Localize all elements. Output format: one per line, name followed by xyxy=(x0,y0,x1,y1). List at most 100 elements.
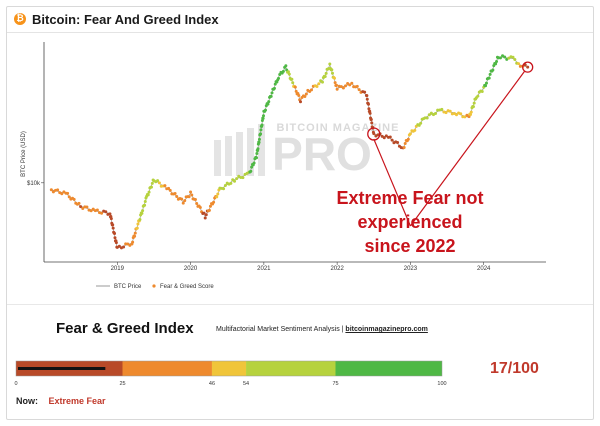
score-point xyxy=(91,207,95,211)
score-point xyxy=(350,81,354,85)
score-point xyxy=(141,209,145,213)
score-point xyxy=(495,60,499,63)
gauge-tick-label: 75 xyxy=(332,381,338,387)
score-point xyxy=(287,72,291,76)
score-point xyxy=(341,86,345,90)
score-point xyxy=(469,112,473,116)
score-point xyxy=(328,62,332,66)
score-point xyxy=(204,213,208,217)
gauge-band xyxy=(211,361,247,376)
now-value: Extreme Fear xyxy=(48,396,106,406)
legend-swatch-dot xyxy=(152,284,156,288)
score-point xyxy=(62,190,66,194)
score-point xyxy=(255,151,259,155)
callout-line xyxy=(409,70,526,227)
score-point xyxy=(448,109,452,113)
score-point xyxy=(281,69,285,73)
score-point xyxy=(332,76,336,80)
gauge-tick-label: 54 xyxy=(243,381,249,387)
score-point xyxy=(417,123,421,127)
score-point xyxy=(239,176,243,180)
score-point xyxy=(370,121,374,125)
score-point xyxy=(140,211,144,215)
score-point xyxy=(480,90,484,94)
score-point xyxy=(427,113,431,117)
score-point xyxy=(526,65,530,69)
score-point xyxy=(212,200,216,204)
score-point xyxy=(333,81,337,85)
legend-label: BTC Price xyxy=(114,284,142,290)
watermark-bar xyxy=(247,128,254,176)
score-point xyxy=(408,132,412,136)
score-point xyxy=(146,193,150,197)
score-point xyxy=(126,242,130,246)
score-point xyxy=(195,201,199,205)
score-point xyxy=(382,136,386,140)
score-point xyxy=(469,110,473,114)
score-point xyxy=(56,188,60,192)
score-point xyxy=(89,209,93,213)
score-point xyxy=(384,134,388,138)
legend-label: Fear & Greed Score xyxy=(160,284,214,290)
score-point xyxy=(303,94,307,98)
score-point xyxy=(111,226,115,230)
score-point xyxy=(488,72,492,76)
score-point xyxy=(157,181,161,185)
callout-line xyxy=(373,138,411,227)
score-point xyxy=(498,56,502,60)
score-point xyxy=(207,208,211,212)
score-point xyxy=(291,81,295,85)
score-point xyxy=(173,191,177,195)
score-point xyxy=(484,84,488,88)
score-point xyxy=(259,128,263,132)
score-point xyxy=(368,111,372,115)
score-point xyxy=(95,208,99,212)
score-point xyxy=(122,245,126,249)
score-point xyxy=(216,192,220,196)
score-point xyxy=(472,101,476,105)
score-point xyxy=(463,115,467,119)
score-point xyxy=(330,68,334,72)
score-point xyxy=(143,203,147,207)
annotation-line: experienced xyxy=(357,212,463,232)
score-point xyxy=(476,94,480,98)
chart-legend: BTC Price Fear & Greed Score xyxy=(96,284,214,290)
score-point xyxy=(419,121,423,125)
score-point xyxy=(459,112,463,116)
site-link[interactable]: bitcoinmagazinepro.com xyxy=(345,326,428,333)
score-point xyxy=(517,62,521,66)
score-point xyxy=(309,88,313,92)
callout xyxy=(367,61,534,227)
score-point xyxy=(487,76,491,80)
annotation-line: Extreme Fear not xyxy=(336,188,484,208)
header-divider xyxy=(7,32,593,33)
x-tick-label: 2021 xyxy=(257,266,271,272)
score-point xyxy=(317,82,321,86)
score-point xyxy=(100,211,104,215)
x-tick-label: 2023 xyxy=(404,266,418,272)
index-title: Fear & Greed Index xyxy=(56,320,194,337)
y-axis-label: BTC Price (USD) xyxy=(21,131,27,177)
score-point xyxy=(323,74,327,78)
score-point xyxy=(299,100,302,104)
score-point xyxy=(396,141,400,145)
score-point xyxy=(202,211,206,215)
score-point xyxy=(344,84,348,88)
score-point xyxy=(241,176,245,180)
gauge-tick-label: 46 xyxy=(209,381,215,387)
highlight-circle xyxy=(522,61,534,73)
score-point xyxy=(266,102,270,106)
score-point xyxy=(72,197,76,201)
score-point xyxy=(108,212,112,216)
score-readout: 17/100 xyxy=(490,360,539,377)
watermark-bar xyxy=(225,136,232,176)
score-point xyxy=(183,199,187,203)
score-point xyxy=(267,100,271,104)
score-point xyxy=(315,85,319,89)
score-point xyxy=(250,165,254,169)
score-point xyxy=(113,231,117,235)
score-point xyxy=(467,115,471,119)
score-point xyxy=(269,94,273,98)
